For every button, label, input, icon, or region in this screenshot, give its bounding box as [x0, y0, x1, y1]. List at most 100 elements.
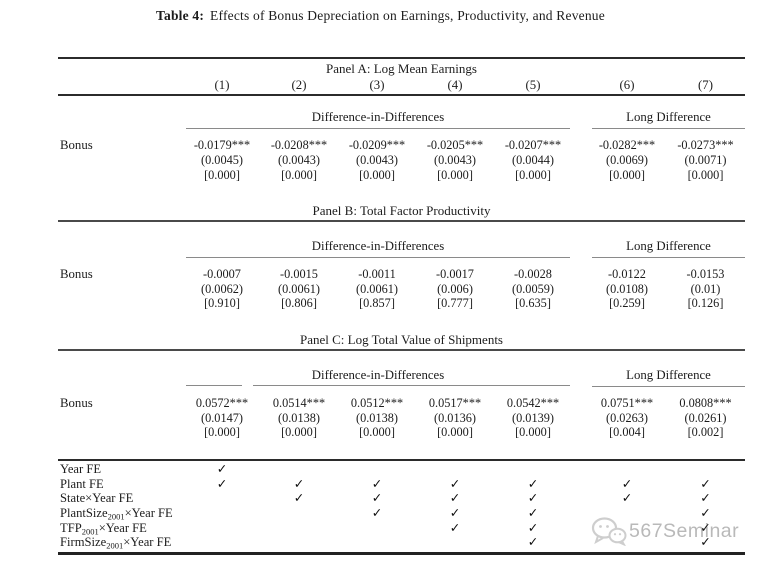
value-cell: -0.0208*** (0.0043) [0.000] — [260, 138, 338, 182]
checkmark — [588, 521, 666, 536]
p-value: [0.000] — [515, 425, 551, 440]
gap — [572, 491, 588, 506]
coefficient: -0.0282*** — [598, 138, 656, 152]
std-error: (0.0139) — [511, 410, 554, 425]
checkmark — [338, 462, 416, 477]
value-cell: 0.0751*** (0.0263) [0.004] — [588, 396, 666, 440]
p-value: [0.000] — [281, 425, 317, 440]
checkmark: ✓ — [527, 505, 539, 520]
checkmark — [588, 535, 666, 550]
gap — [572, 238, 588, 258]
checkmark — [588, 506, 666, 521]
panel-b-title: Panel B: Total Factor Productivity — [312, 203, 491, 219]
panel-c-long-diff-header: Long Difference — [592, 367, 745, 387]
panel-a-long-diff-header: Long Difference — [592, 109, 745, 129]
std-error: (0.0261) — [684, 410, 727, 425]
watermark-text: 567Seminar — [629, 519, 740, 542]
bottom-rule — [58, 552, 745, 555]
p-value: [0.000] — [437, 167, 473, 182]
gap — [572, 521, 588, 536]
p-value: [0.000] — [204, 167, 240, 182]
p-value: [0.000] — [359, 425, 395, 440]
coefficient: -0.0011 — [358, 266, 396, 281]
checkmark: ✓ — [527, 535, 539, 550]
value-cell: -0.0179*** (0.0045) [0.000] — [184, 138, 260, 182]
checkmark — [338, 535, 416, 550]
checkmark: ✓ — [527, 476, 539, 491]
coefficient: 0.0572*** — [195, 395, 249, 410]
fe-label: PlantSize2001×Year FE — [60, 505, 173, 522]
p-value: [0.000] — [359, 167, 395, 182]
column-gap — [572, 77, 588, 94]
std-error: (0.0061) — [277, 281, 320, 296]
checkmark — [184, 491, 260, 506]
coefficient: 0.0517*** — [428, 395, 482, 410]
coefficient: -0.0179*** — [193, 138, 251, 152]
checkmark — [260, 506, 338, 521]
panel-c-did-header: Difference-in-Differences — [186, 366, 570, 386]
coefficient: -0.0017 — [436, 266, 474, 281]
top-rule — [58, 57, 745, 59]
watermark: 567Seminar — [591, 516, 739, 546]
panel-c-group-header: Difference-in-Differences Long Differenc… — [58, 366, 745, 387]
checkmark: ✓ — [293, 491, 305, 506]
p-value: [0.000] — [204, 425, 240, 440]
regression-table: Panel A: Log Mean Earnings (1) (2) (3) (… — [58, 57, 745, 555]
column-header-5: (5) — [525, 78, 541, 92]
value-cell: 0.0512*** (0.0138) [0.000] — [338, 396, 416, 440]
gap — [572, 477, 588, 492]
p-value: [0.000] — [281, 167, 317, 182]
checkmark — [184, 535, 260, 550]
checkmark: ✓ — [449, 520, 461, 535]
checkmark — [588, 462, 666, 477]
gap — [572, 462, 588, 477]
checkmark: ✓ — [700, 476, 711, 491]
checkmark: ✓ — [700, 535, 711, 550]
coefficient: -0.0208*** — [270, 138, 328, 152]
checkmark: ✓ — [216, 476, 228, 491]
column-header-7: (7) — [698, 78, 713, 92]
checkmark — [416, 535, 494, 550]
fe-row-plant: Plant FE ✓ ✓ ✓ ✓ ✓ ✓ ✓ — [58, 477, 745, 492]
column-header-1: (1) — [214, 78, 230, 92]
p-value: [0.259] — [609, 296, 645, 311]
coefficient: -0.0273*** — [677, 138, 734, 152]
checkmark: ✓ — [621, 476, 633, 491]
checkmark — [184, 506, 260, 521]
std-error: (0.0044) — [511, 152, 554, 167]
panel-a-did-header: Difference-in-Differences — [186, 109, 570, 129]
checkmark: ✓ — [700, 520, 711, 535]
panel-b-did-header: Difference-in-Differences — [186, 238, 570, 258]
checkmark: ✓ — [449, 476, 461, 491]
fe-label: Year FE — [60, 462, 102, 477]
p-value: [0.777] — [437, 296, 473, 311]
coefficient: 0.0542*** — [506, 395, 560, 410]
panel-b-bonus-row: Bonus -0.0007 (0.0062) [0.910] -0.0015 (… — [58, 267, 745, 311]
table-caption: Effects of Bonus Depreciation on Earning… — [210, 8, 605, 23]
coefficient: 0.0514*** — [272, 395, 326, 410]
p-value: [0.000] — [515, 167, 551, 182]
std-error: (0.0263) — [605, 410, 648, 425]
std-error: (0.0138) — [355, 410, 398, 425]
table-number: Table 4: — [156, 8, 205, 23]
std-error: (0.0045) — [200, 152, 243, 167]
value-cell: -0.0122 (0.0108) [0.259] — [588, 267, 666, 311]
value-cell: 0.0514*** (0.0138) [0.000] — [260, 396, 338, 440]
fe-label: FirmSize2001×Year FE — [60, 535, 172, 551]
value-cell: -0.0273*** (0.0071) [0.000] — [666, 138, 745, 182]
fe-label: Plant FE — [60, 476, 104, 491]
p-value: [0.000] — [687, 167, 724, 182]
column-number-row: (1) (2) (3) (4) (5) (6) (7) — [58, 77, 745, 94]
std-error: (0.0043) — [355, 152, 398, 167]
checkmark: ✓ — [449, 491, 461, 506]
value-cell: 0.0808*** (0.0261) [0.002] — [666, 396, 745, 440]
fixed-effects-section: Year FE ✓ Plant FE ✓ ✓ ✓ ✓ ✓ ✓ ✓ State×Y… — [58, 462, 745, 550]
p-value: [0.002] — [687, 425, 724, 440]
panel-a-group-header: Difference-in-Differences Long Differenc… — [58, 109, 745, 129]
fe-row-plantsize-year: PlantSize2001×Year FE ✓ ✓ ✓ ✓ — [58, 506, 745, 521]
value-cell: -0.0028 (0.0059) [0.635] — [494, 267, 572, 311]
coefficient: -0.0122 — [608, 266, 646, 281]
value-cell: -0.0015 (0.0061) [0.806] — [260, 267, 338, 311]
coefficient: -0.0153 — [686, 266, 725, 281]
p-value: [0.806] — [281, 296, 317, 311]
